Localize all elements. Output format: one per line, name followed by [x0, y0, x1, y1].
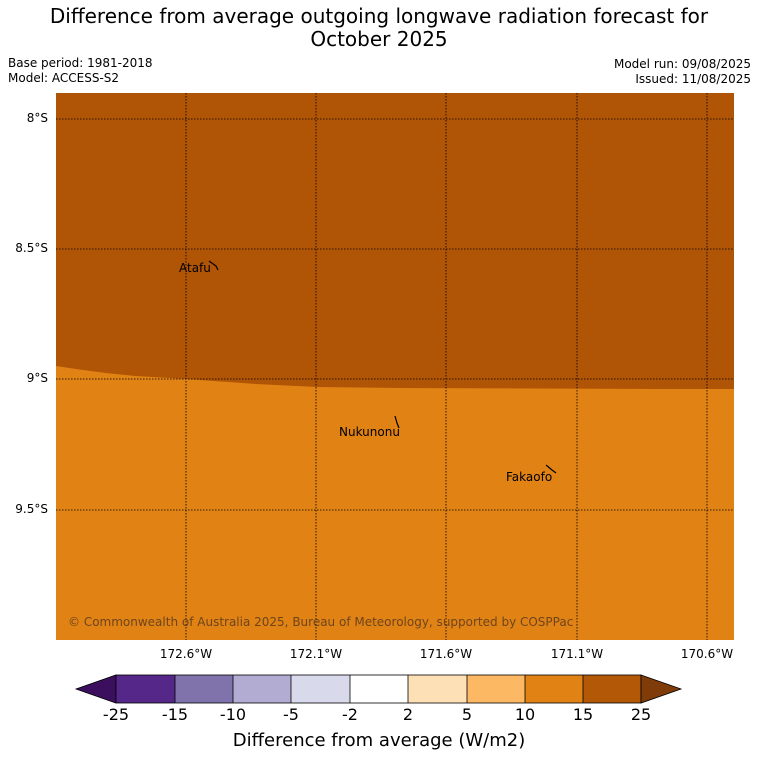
- lon-label: 172.6°W: [159, 647, 213, 661]
- lon-label: 171.1°W: [550, 647, 604, 661]
- lat-label: 9.5°S: [15, 502, 48, 516]
- lat-label: 8.5°S: [15, 241, 48, 255]
- colorbar-segment: [350, 675, 408, 703]
- place-label-nukunonu: Nukunonu: [339, 425, 400, 439]
- colorbar-tick: -5: [283, 705, 299, 724]
- colorbar-dividers: [174, 675, 584, 703]
- colorbar-tick: 5: [461, 705, 473, 724]
- copyright-notice: © Commonwealth of Australia 2025, Bureau…: [68, 615, 574, 629]
- colorbar-label: Difference from average (W/m2): [232, 730, 526, 751]
- title-line-2: October 2025: [310, 27, 448, 51]
- colorbar-segment: [408, 675, 467, 703]
- colorbar-segment: [467, 675, 525, 703]
- issued-date: Issued: 11/08/2025: [635, 72, 751, 86]
- colorbar-tick: -15: [161, 705, 189, 724]
- map-svg: [56, 93, 734, 640]
- colorbar: [74, 674, 683, 704]
- lat-label: 8°S: [26, 111, 48, 125]
- colorbar-tick: 15: [572, 705, 594, 724]
- gridlines: [56, 93, 734, 640]
- model-run: Model run: 09/08/2025: [613, 57, 751, 71]
- colorbar-segment: [116, 675, 175, 703]
- colorbar-segment: [175, 675, 233, 703]
- colorbar-tick: 2: [402, 705, 414, 724]
- place-label-fakaofo: Fakaofo: [506, 470, 553, 484]
- place-label-atafu: Atafu: [179, 261, 211, 275]
- map-panel: © Commonwealth of Australia 2025, Bureau…: [56, 93, 734, 640]
- colorbar-tick: -10: [219, 705, 247, 724]
- atoll-coastlines: [208, 260, 557, 474]
- colorbar-extend-low: [74, 674, 117, 704]
- atafu-coastline: [208, 260, 219, 271]
- lon-label: 171.6°W: [419, 647, 473, 661]
- colorbar-tick: -25: [102, 705, 130, 724]
- meta-left: Base period: 1981-2018 Model: ACCESS-S2: [8, 56, 153, 86]
- colorbar-tick: 10: [514, 705, 536, 724]
- meta-right: Model run: 09/08/2025 Issued: 11/08/2025: [614, 57, 751, 87]
- model-name: Model: ACCESS-S2: [8, 71, 120, 85]
- colorbar-segment: [233, 675, 291, 703]
- lon-label: 170.6°W: [680, 647, 734, 661]
- lat-label: 9°S: [26, 371, 48, 385]
- chart-title: Difference from average outgoing longwav…: [0, 5, 758, 51]
- colorbar-segment: [291, 675, 350, 703]
- nukunonu-coastline: [394, 415, 400, 429]
- fakaofo-coastline: [545, 464, 557, 474]
- colorbar-segment: [583, 675, 641, 703]
- title-line-1: Difference from average outgoing longwav…: [49, 4, 709, 28]
- colorbar-segment: [525, 675, 583, 703]
- colorbar-tick: 25: [630, 705, 652, 724]
- colorbar-extend-high: [640, 674, 683, 704]
- map-upper-region: [56, 93, 734, 389]
- lon-label: 172.1°W: [289, 647, 343, 661]
- colorbar-tick: -2: [342, 705, 358, 724]
- base-period: Base period: 1981-2018: [8, 56, 153, 70]
